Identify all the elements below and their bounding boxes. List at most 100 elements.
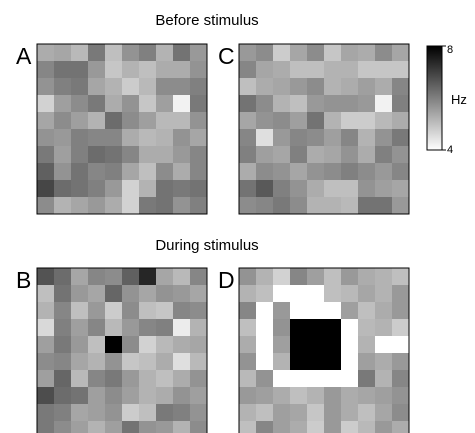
- heatmap-cell-a-r6-c1: [54, 146, 72, 164]
- heatmap-cell-b-r0-c8: [173, 268, 191, 286]
- heatmap-cell-b-r1-c0: [37, 285, 55, 303]
- heatmap-cell-d-r4-c3: [290, 336, 308, 354]
- heatmap-cell-a-r7-c2: [71, 163, 89, 181]
- heatmap-cell-a-r8-c5: [122, 180, 140, 198]
- heatmap-cell-c-r4-c2: [273, 112, 291, 130]
- heatmap-cell-b-r3-c1: [54, 319, 72, 337]
- heatmap-cell-d-r4-c6: [341, 336, 359, 354]
- heatmap-cell-d-r4-c7: [358, 336, 376, 354]
- heatmap-cell-c-r7-c6: [341, 163, 359, 181]
- heatmap-cell-a-r6-c0: [37, 146, 55, 164]
- heatmap-cell-b-r8-c3: [88, 404, 106, 422]
- heatmap-cell-b-r4-c1: [54, 336, 72, 354]
- heatmap-cell-b-r4-c6: [139, 336, 157, 354]
- heatmap-cell-a-r2-c5: [122, 78, 140, 96]
- heatmap-cell-a-r7-c0: [37, 163, 55, 181]
- heatmap-cell-d-r2-c9: [392, 302, 410, 320]
- heatmap-cell-b-r7-c3: [88, 387, 106, 405]
- heatmap-cell-a-r7-c3: [88, 163, 106, 181]
- heatmap-cell-c-r1-c2: [273, 61, 291, 79]
- heatmap-cell-d-r8-c1: [256, 404, 274, 422]
- heatmap-cell-b-r9-c3: [88, 421, 106, 433]
- heatmap-cell-c-r7-c8: [375, 163, 393, 181]
- heatmap-cell-b-r7-c8: [173, 387, 191, 405]
- heatmap-cell-c-r7-c3: [290, 163, 308, 181]
- heatmap-cell-a-r0-c7: [156, 44, 174, 62]
- heatmap-cell-a-r8-c3: [88, 180, 106, 198]
- heatmap-cell-c-r1-c0: [239, 61, 257, 79]
- heatmap-cell-a-r9-c5: [122, 197, 140, 215]
- heatmap-cell-c-r9-c7: [358, 197, 376, 215]
- heatmap-cell-d-r0-c9: [392, 268, 410, 286]
- heatmap-cell-a-r4-c2: [71, 112, 89, 130]
- heatmap-cell-c-r1-c9: [392, 61, 410, 79]
- heatmap-cell-b-r4-c2: [71, 336, 89, 354]
- heatmap-cell-b-r2-c3: [88, 302, 106, 320]
- heatmap-cell-a-r1-c9: [190, 61, 208, 79]
- heatmap-cell-b-r7-c4: [105, 387, 123, 405]
- heatmap-cell-d-r2-c6: [341, 302, 359, 320]
- heatmap-cell-c-r6-c8: [375, 146, 393, 164]
- heatmap-cell-d-r1-c4: [307, 285, 325, 303]
- heatmap-cell-a-r7-c7: [156, 163, 174, 181]
- heatmap-cell-a-r7-c9: [190, 163, 208, 181]
- heatmap-cell-d-r1-c8: [375, 285, 393, 303]
- heatmap-cell-b-r9-c9: [190, 421, 208, 433]
- heatmap-cell-c-r5-c4: [307, 129, 325, 147]
- heatmap-cell-b-r7-c0: [37, 387, 55, 405]
- heatmap-cell-b-r6-c7: [156, 370, 174, 388]
- heatmap-cell-d-r7-c8: [375, 387, 393, 405]
- heatmap-cell-b-r7-c7: [156, 387, 174, 405]
- heatmap-cell-c-r8-c3: [290, 180, 308, 198]
- heatmap-cell-c-r4-c6: [341, 112, 359, 130]
- heatmap-cell-c-r1-c5: [324, 61, 342, 79]
- heatmap-cell-d-r8-c3: [290, 404, 308, 422]
- heatmap-cell-c-r5-c0: [239, 129, 257, 147]
- heatmap-cell-d-r6-c8: [375, 370, 393, 388]
- heatmap-cell-c-r6-c9: [392, 146, 410, 164]
- heatmap-cell-c-r4-c3: [290, 112, 308, 130]
- panel-label-b: B: [16, 267, 31, 293]
- heatmap-cell-c-r0-c3: [290, 44, 308, 62]
- heatmap-cell-a-r0-c4: [105, 44, 123, 62]
- heatmap-cell-c-r7-c7: [358, 163, 376, 181]
- heatmap-cell-d-r3-c0: [239, 319, 257, 337]
- heatmap-cell-b-r2-c6: [139, 302, 157, 320]
- heatmap-cell-b-r5-c3: [88, 353, 106, 371]
- heatmap-cell-b-r5-c0: [37, 353, 55, 371]
- heatmap-cell-a-r5-c9: [190, 129, 208, 147]
- heatmap-frame-c: [238, 43, 410, 215]
- heatmap-cell-c-r2-c3: [290, 78, 308, 96]
- heatmap-cell-c-r6-c6: [341, 146, 359, 164]
- heatmap-cell-c-r3-c2: [273, 95, 291, 113]
- heatmap-cell-b-r2-c8: [173, 302, 191, 320]
- heatmap-cell-a-r8-c6: [139, 180, 157, 198]
- heatmap-cell-a-r6-c5: [122, 146, 140, 164]
- heatmap-cell-a-r2-c6: [139, 78, 157, 96]
- heatmap-cell-c-r1-c8: [375, 61, 393, 79]
- heatmap-cell-c-r3-c0: [239, 95, 257, 113]
- heatmap-cell-a-r3-c9: [190, 95, 208, 113]
- heatmap-cell-b-r9-c7: [156, 421, 174, 433]
- heatmap-cell-b-r3-c4: [105, 319, 123, 337]
- heatmap-cell-c-r6-c3: [290, 146, 308, 164]
- heatmap-panel-b: [36, 267, 208, 433]
- colorbar-gradient: [426, 45, 443, 151]
- heatmap-cell-c-r5-c1: [256, 129, 274, 147]
- heatmap-cell-d-r7-c9: [392, 387, 410, 405]
- heatmap-cell-a-r8-c2: [71, 180, 89, 198]
- heatmap-cell-a-r4-c3: [88, 112, 106, 130]
- heatmap-cell-d-r0-c5: [324, 268, 342, 286]
- heatmap-cell-a-r5-c3: [88, 129, 106, 147]
- heatmap-cell-c-r0-c0: [239, 44, 257, 62]
- colorbar-unit: Hz: [451, 92, 467, 107]
- heatmap-cell-d-r1-c1: [256, 285, 274, 303]
- heatmap-cell-c-r1-c6: [341, 61, 359, 79]
- heatmap-cell-a-r7-c6: [139, 163, 157, 181]
- heatmap-cell-a-r7-c8: [173, 163, 191, 181]
- heatmap-cell-b-r2-c4: [105, 302, 123, 320]
- heatmap-cell-b-r3-c5: [122, 319, 140, 337]
- heatmap-cell-a-r6-c6: [139, 146, 157, 164]
- colorbar: 8 Hz 4: [426, 44, 467, 156]
